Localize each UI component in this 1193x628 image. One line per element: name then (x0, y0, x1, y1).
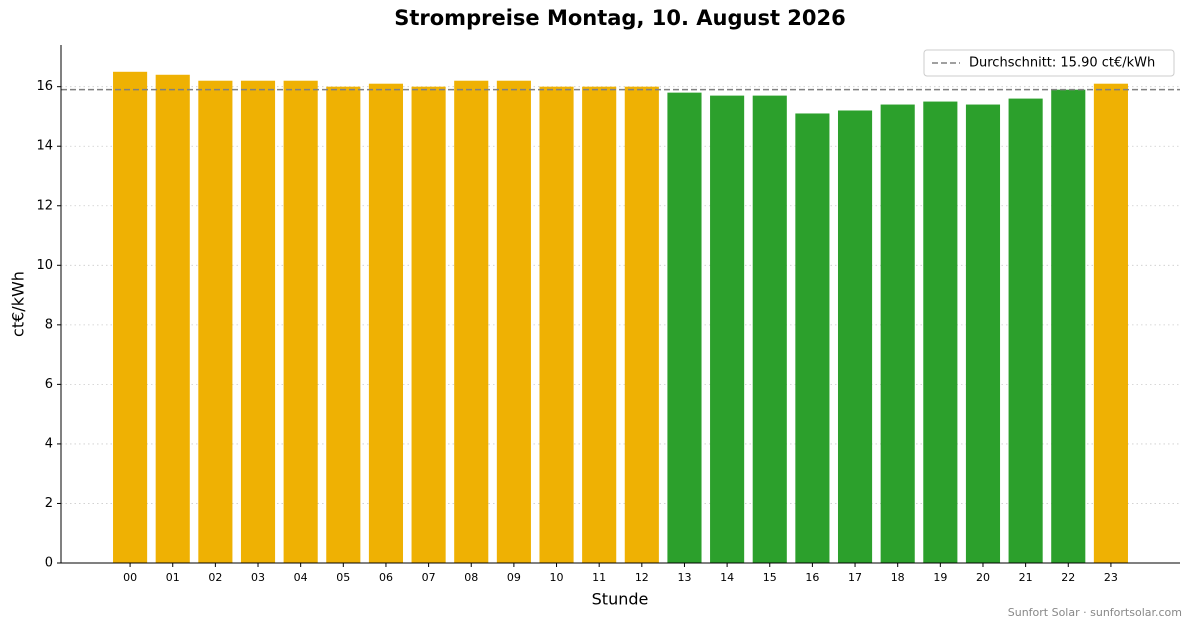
legend-label: Durchschnitt: 15.90 ct€/kWh (969, 56, 1155, 71)
bar (283, 80, 318, 564)
y-tick-label: 12 (36, 198, 53, 213)
y-tick-label: 2 (45, 496, 53, 511)
bar (624, 86, 659, 563)
x-tick-label: 17 (848, 571, 862, 584)
bar (411, 86, 446, 563)
x-tick-label: 20 (976, 571, 990, 584)
bar (155, 74, 190, 564)
legend-box (923, 49, 1175, 77)
bar (752, 95, 787, 563)
x-tick-label: 05 (336, 571, 350, 584)
chart-title: Strompreise Montag, 10. August 2026 (394, 6, 846, 30)
footer: Sunfort Solar · sunfortsolar.com (1008, 606, 1182, 619)
x-tick-label: 02 (208, 571, 222, 584)
bar (795, 113, 830, 564)
y-tick-label: 10 (36, 258, 53, 273)
bar (113, 71, 148, 564)
x-tick-label: 15 (763, 571, 777, 584)
bar (539, 86, 574, 563)
bar (496, 80, 531, 564)
y-tick-label: 6 (45, 377, 53, 392)
y-tick-label: 8 (45, 317, 53, 332)
bar (880, 104, 915, 564)
bar (710, 95, 745, 563)
x-tick-label: 13 (677, 571, 691, 584)
x-tick-label: 19 (933, 571, 947, 584)
bar (582, 86, 617, 563)
x-tick-label: 23 (1104, 571, 1118, 584)
x-tick-label: 01 (166, 571, 180, 584)
x-tick-label: 10 (550, 571, 564, 584)
bar (368, 83, 404, 564)
bar (965, 104, 1001, 564)
y-axis-label: ct€/kWh (9, 271, 28, 337)
bar (1051, 89, 1086, 563)
x-tick-label: 09 (507, 571, 521, 584)
y-tick-label: 4 (45, 436, 53, 451)
bar (667, 92, 702, 563)
x-tick-label: 14 (720, 571, 734, 584)
x-tick-label: 18 (891, 571, 905, 584)
bar (326, 86, 361, 563)
y-tick-label: 0 (45, 556, 53, 571)
x-tick-label: 21 (1019, 571, 1033, 584)
x-tick-label: 00 (123, 571, 137, 584)
y-tick-label: 16 (36, 79, 53, 94)
bar (198, 80, 233, 564)
x-tick-label: 06 (379, 571, 393, 584)
x-tick-label: 11 (592, 571, 606, 584)
x-tick-label: 03 (251, 571, 265, 584)
bar (1008, 98, 1043, 563)
x-tick-label: 04 (294, 571, 308, 584)
bar (1093, 83, 1128, 564)
x-tick-label: 07 (422, 571, 436, 584)
bar (923, 101, 958, 563)
bar (454, 80, 489, 564)
x-tick-label: 16 (805, 571, 819, 584)
x-tick-label: 22 (1061, 571, 1075, 584)
y-tick-label: 14 (36, 139, 53, 154)
bar (837, 110, 873, 563)
bar (240, 80, 276, 564)
x-tick-label: 12 (635, 571, 649, 584)
x-tick-label: 08 (464, 571, 478, 584)
x-axis-label: Stunde (592, 590, 649, 609)
